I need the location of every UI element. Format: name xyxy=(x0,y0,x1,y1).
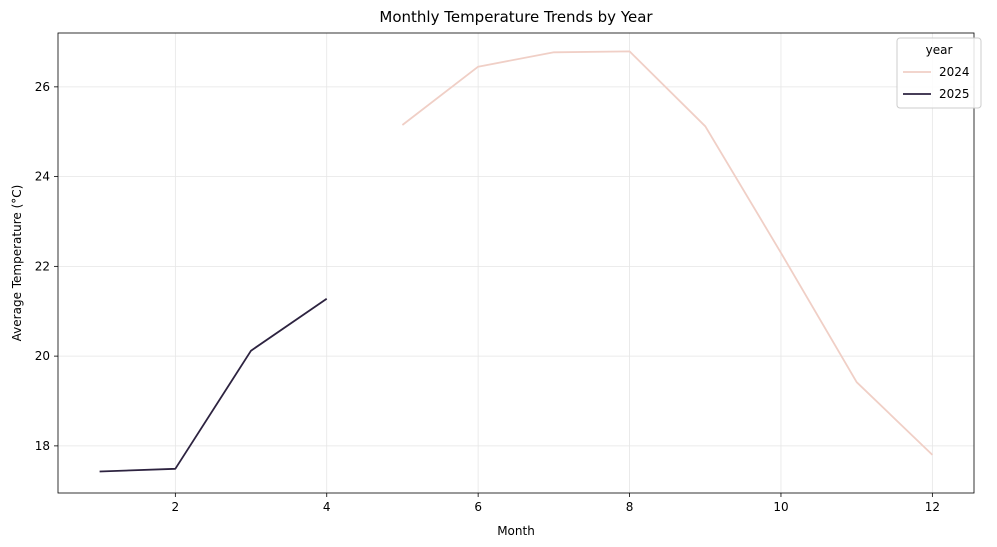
y-axis-label: Average Temperature (°C) xyxy=(10,185,24,342)
x-tick-label: 4 xyxy=(323,500,331,514)
chart-title: Monthly Temperature Trends by Year xyxy=(379,8,653,26)
plot-frame xyxy=(57,32,975,494)
series-line-2025 xyxy=(99,297,328,473)
y-tick-label: 20 xyxy=(35,349,50,363)
legend-box xyxy=(896,37,982,109)
legend-label-2024: 2024 xyxy=(939,65,970,79)
x-tick-label: 10 xyxy=(773,500,788,514)
y-tick-label: 24 xyxy=(35,170,50,184)
y-tick-label: 18 xyxy=(35,439,50,453)
series-lines xyxy=(99,50,934,473)
legend: year 2024 2025 xyxy=(896,37,982,109)
y-tick-label: 26 xyxy=(35,80,50,94)
x-tick-label: 12 xyxy=(925,500,940,514)
series-line-2024 xyxy=(401,50,934,456)
y-tick-label: 22 xyxy=(35,259,50,273)
legend-title: year xyxy=(926,43,953,57)
x-tick-label: 6 xyxy=(474,500,482,514)
x-tick-label: 2 xyxy=(172,500,180,514)
x-axis-label: Month xyxy=(497,524,535,538)
grid xyxy=(58,33,974,493)
x-tick-label: 8 xyxy=(626,500,634,514)
legend-label-2025: 2025 xyxy=(939,87,970,101)
